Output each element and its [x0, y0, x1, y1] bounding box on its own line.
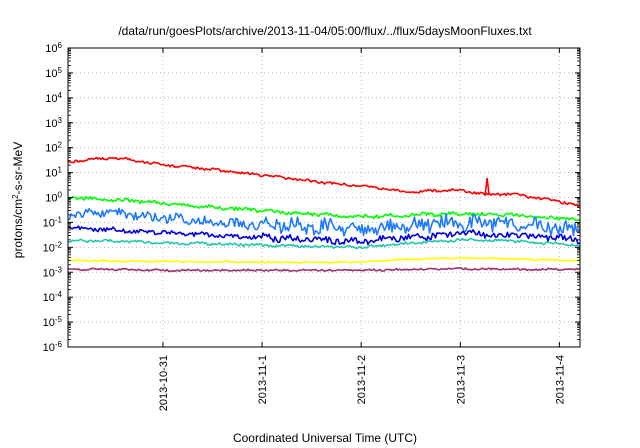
- x-tick-label: 2013-11-1: [257, 355, 269, 404]
- series-spike-1: [484, 178, 490, 195]
- x-tick-label: 2013-11-4: [554, 355, 566, 404]
- y-axis-ticks: 10-6 10-5 10-4 10-3 10-2 10-1 100 101 102 103 104 1…: [43, 41, 580, 355]
- series-line-1: [67, 156, 580, 208]
- y-tick-label: 104: [45, 90, 62, 105]
- series-line-3: [67, 207, 581, 237]
- x-tick-label: 2013-11-3: [455, 355, 467, 404]
- grid-lines: [68, 48, 580, 347]
- y-tick-label: 10-6: [43, 340, 63, 355]
- y-axis-label: protons/cm2-s-sr-MeV: [11, 142, 26, 258]
- y-tick-label: 10-5: [43, 315, 63, 330]
- series-line-5: [67, 237, 580, 250]
- y-tick-label: 105: [45, 65, 62, 80]
- y-tick-label: 106: [45, 41, 62, 56]
- series-line-4: [67, 225, 580, 246]
- y-tick-label: 10-1: [43, 215, 63, 230]
- series-group: [67, 156, 581, 273]
- y-tick-label: 102: [45, 140, 62, 155]
- series-line-6: [67, 256, 580, 265]
- y-tick-label: 101: [45, 165, 62, 180]
- x-tick-label: 2013-10-31: [158, 355, 170, 411]
- x-tick-label: 2013-11-2: [356, 355, 368, 404]
- y-tick-label: 100: [45, 190, 62, 205]
- x-axis-ticks: 2013-10-31 2013-11-1 2013-11-2 2013-11-3 201…: [158, 48, 566, 411]
- y-tick-label: 10-2: [43, 240, 63, 255]
- y-tick-label: 103: [45, 115, 62, 130]
- y-tick-label: 10-4: [43, 290, 63, 305]
- series-line-2: [67, 195, 580, 222]
- series-line-7: [67, 267, 580, 273]
- chart-title: /data/run/goesPlots/archive/2013-11-04/0…: [118, 24, 532, 38]
- y-tick-label: 10-3: [43, 265, 63, 280]
- x-axis-label: Coordinated Universal Time (UTC): [233, 431, 417, 445]
